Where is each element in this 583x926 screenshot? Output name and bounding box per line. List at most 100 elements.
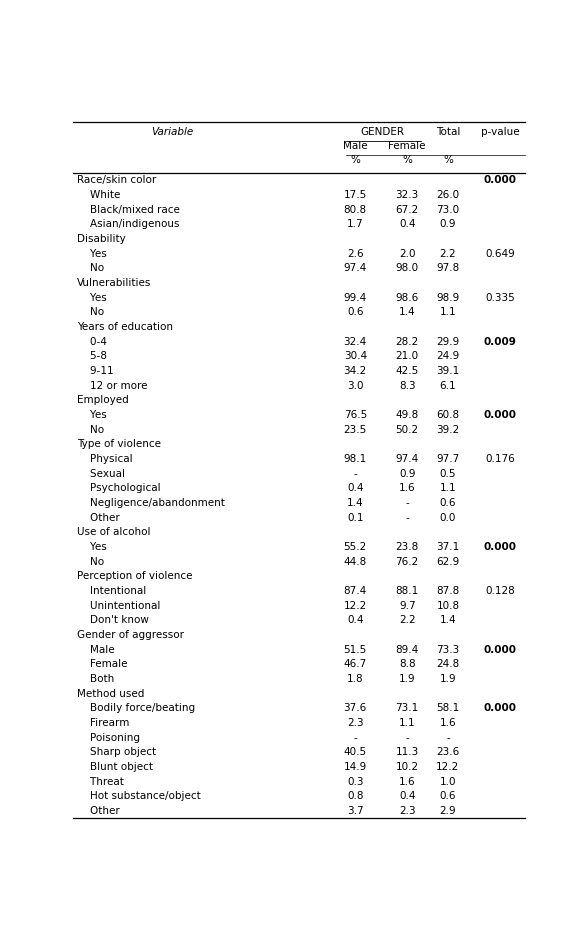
Text: 46.7: 46.7 (343, 659, 367, 669)
Text: 1.8: 1.8 (347, 674, 364, 684)
Text: 98.1: 98.1 (343, 454, 367, 464)
Text: 2.3: 2.3 (347, 718, 364, 728)
Text: 30.4: 30.4 (344, 352, 367, 361)
Text: Black/mixed race: Black/mixed race (78, 205, 180, 215)
Text: 0.4: 0.4 (399, 219, 416, 230)
Text: Race/skin color: Race/skin color (78, 176, 157, 185)
Text: Yes: Yes (78, 542, 107, 552)
Text: Yes: Yes (78, 410, 107, 420)
Text: 2.3: 2.3 (399, 807, 416, 816)
Text: 67.2: 67.2 (396, 205, 419, 215)
Text: 2.2: 2.2 (440, 249, 456, 258)
Text: 10.8: 10.8 (436, 601, 459, 611)
Text: 0.1: 0.1 (347, 513, 364, 523)
Text: 88.1: 88.1 (396, 586, 419, 596)
Text: GENDER: GENDER (360, 127, 405, 137)
Text: 8.8: 8.8 (399, 659, 416, 669)
Text: 58.1: 58.1 (436, 704, 459, 713)
Text: 5-8: 5-8 (78, 352, 107, 361)
Text: -: - (405, 498, 409, 508)
Text: 23.8: 23.8 (396, 542, 419, 552)
Text: 1.0: 1.0 (440, 777, 456, 787)
Text: Threat: Threat (78, 777, 124, 787)
Text: 97.8: 97.8 (436, 264, 459, 273)
Text: 8.3: 8.3 (399, 381, 416, 391)
Text: 0.9: 0.9 (399, 469, 416, 479)
Text: Yes: Yes (78, 293, 107, 303)
Text: 0.335: 0.335 (485, 293, 515, 303)
Text: 55.2: 55.2 (343, 542, 367, 552)
Text: %: % (350, 156, 360, 166)
Text: 0.6: 0.6 (440, 792, 456, 801)
Text: 0.176: 0.176 (485, 454, 515, 464)
Text: 1.4: 1.4 (347, 498, 364, 508)
Text: 1.4: 1.4 (440, 616, 456, 625)
Text: 12 or more: 12 or more (78, 381, 148, 391)
Text: Asian/indigenous: Asian/indigenous (78, 219, 180, 230)
Text: Variable: Variable (151, 127, 194, 137)
Text: 32.4: 32.4 (343, 337, 367, 347)
Text: Employed: Employed (78, 395, 129, 406)
Text: Negligence/abandonment: Negligence/abandonment (78, 498, 225, 508)
Text: 0.6: 0.6 (347, 307, 364, 318)
Text: Male: Male (78, 644, 115, 655)
Text: -: - (405, 732, 409, 743)
Text: 3.7: 3.7 (347, 807, 364, 816)
Text: 11.3: 11.3 (396, 747, 419, 757)
Text: 17.5: 17.5 (343, 190, 367, 200)
Text: Both: Both (78, 674, 115, 684)
Text: 40.5: 40.5 (344, 747, 367, 757)
Text: Type of violence: Type of violence (78, 440, 161, 449)
Text: 1.6: 1.6 (399, 483, 416, 494)
Text: 98.0: 98.0 (396, 264, 419, 273)
Text: 3.0: 3.0 (347, 381, 364, 391)
Text: 10.2: 10.2 (396, 762, 419, 772)
Text: 50.2: 50.2 (396, 425, 419, 435)
Text: 0.4: 0.4 (347, 616, 364, 625)
Text: No: No (78, 307, 104, 318)
Text: 97.4: 97.4 (343, 264, 367, 273)
Text: 60.8: 60.8 (436, 410, 459, 420)
Text: Sharp object: Sharp object (78, 747, 156, 757)
Text: 0.649: 0.649 (485, 249, 515, 258)
Text: 97.7: 97.7 (436, 454, 459, 464)
Text: 51.5: 51.5 (343, 644, 367, 655)
Text: No: No (78, 264, 104, 273)
Text: Hot substance/object: Hot substance/object (78, 792, 201, 801)
Text: 29.9: 29.9 (436, 337, 459, 347)
Text: Gender of aggressor: Gender of aggressor (78, 630, 184, 640)
Text: Psychological: Psychological (78, 483, 161, 494)
Text: -: - (405, 513, 409, 523)
Text: 0.0: 0.0 (440, 513, 456, 523)
Text: Sexual: Sexual (78, 469, 125, 479)
Text: 98.6: 98.6 (396, 293, 419, 303)
Text: 32.3: 32.3 (396, 190, 419, 200)
Text: 1.9: 1.9 (399, 674, 416, 684)
Text: 0.4: 0.4 (347, 483, 364, 494)
Text: Use of alcohol: Use of alcohol (78, 528, 151, 537)
Text: 0.128: 0.128 (485, 586, 515, 596)
Text: 6.1: 6.1 (440, 381, 456, 391)
Text: Intentional: Intentional (78, 586, 147, 596)
Text: 0.000: 0.000 (483, 410, 517, 420)
Text: 0.9: 0.9 (440, 219, 456, 230)
Text: Blunt object: Blunt object (78, 762, 153, 772)
Text: 98.9: 98.9 (436, 293, 459, 303)
Text: 28.2: 28.2 (396, 337, 419, 347)
Text: Female: Female (388, 141, 426, 151)
Text: -: - (353, 732, 357, 743)
Text: 0.009: 0.009 (483, 337, 517, 347)
Text: -: - (353, 469, 357, 479)
Text: 24.8: 24.8 (436, 659, 459, 669)
Text: 0.000: 0.000 (483, 644, 517, 655)
Text: 14.9: 14.9 (343, 762, 367, 772)
Text: 49.8: 49.8 (396, 410, 419, 420)
Text: Firearm: Firearm (78, 718, 130, 728)
Text: 0.000: 0.000 (483, 542, 517, 552)
Text: 87.8: 87.8 (436, 586, 459, 596)
Text: Vulnerabilities: Vulnerabilities (78, 278, 152, 288)
Text: Poisoning: Poisoning (78, 732, 141, 743)
Text: %: % (402, 156, 412, 166)
Text: 21.0: 21.0 (396, 352, 419, 361)
Text: Method used: Method used (78, 689, 145, 699)
